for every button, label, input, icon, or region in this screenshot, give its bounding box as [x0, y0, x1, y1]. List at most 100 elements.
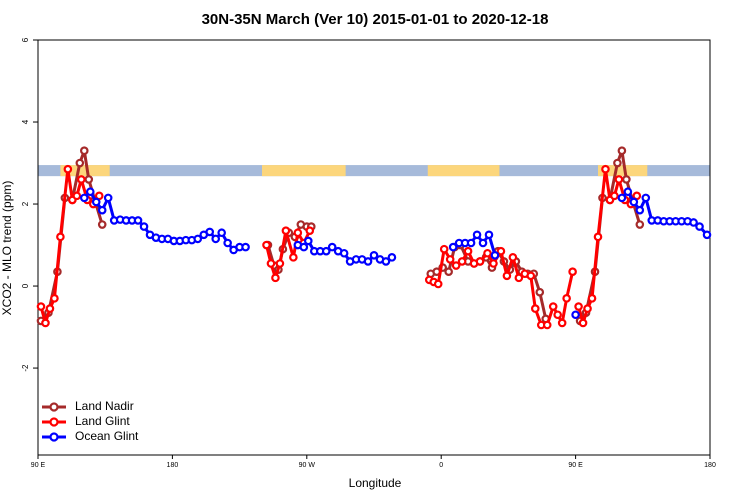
data-point: [45, 304, 55, 313]
data-point: [91, 197, 101, 207]
data-point: [508, 253, 518, 262]
data-point: [217, 228, 226, 238]
y-tick-label: 0: [21, 283, 30, 288]
data-point: [641, 193, 651, 203]
series-line: [39, 149, 642, 322]
data-point: [472, 230, 482, 240]
data-point: [496, 246, 506, 256]
data-point: [275, 259, 285, 268]
data-point: [514, 273, 524, 283]
data-point: [702, 230, 712, 240]
data-point: [613, 158, 622, 168]
data-point: [530, 304, 540, 313]
data-point: [79, 193, 89, 203]
data-point: [381, 257, 391, 266]
x-tick-label: 90 W: [299, 462, 316, 469]
data-point: [635, 205, 645, 215]
legend-marker: [49, 417, 59, 427]
data-point: [305, 226, 315, 235]
data-point: [205, 227, 215, 237]
legend-label: Land Nadir: [75, 399, 134, 413]
data-point: [571, 310, 580, 320]
data-point: [97, 220, 107, 229]
data-point: [41, 318, 50, 328]
data-point: [271, 273, 280, 283]
data-point: [617, 146, 627, 156]
data-point: [451, 261, 461, 270]
land-strip: [427, 165, 500, 177]
data-point: [193, 234, 203, 244]
data-point: [695, 222, 704, 231]
data-point: [629, 197, 639, 207]
data-point: [502, 271, 512, 281]
data-point: [617, 193, 627, 203]
legend-label: Ocean Glint: [75, 429, 139, 443]
data-point: [610, 191, 619, 201]
data-point: [85, 187, 95, 197]
data-point: [622, 175, 631, 184]
data-point: [387, 253, 397, 262]
data-point: [445, 255, 455, 264]
land-strip: [262, 165, 346, 177]
data-point: [574, 302, 583, 311]
data-point: [327, 242, 337, 252]
legend-marker: [49, 402, 59, 412]
y-tick-label: 4: [21, 119, 30, 124]
data-point: [369, 250, 379, 260]
data-point: [303, 236, 313, 246]
data-point: [578, 318, 588, 328]
data-point: [593, 232, 603, 242]
data-point: [623, 187, 633, 197]
data-point: [84, 175, 94, 184]
data-point: [133, 216, 143, 225]
data-point: [548, 302, 558, 311]
data-point: [36, 302, 46, 311]
data-point: [444, 267, 453, 276]
data-point: [299, 242, 309, 252]
land-strip: [598, 165, 648, 177]
x-tick-label: 0: [439, 462, 443, 469]
x-tick-label: 180: [167, 462, 179, 469]
x-tick-label: 90 E: [568, 462, 583, 469]
data-point: [484, 230, 494, 240]
y-tick-label: 6: [21, 37, 30, 42]
data-point: [457, 257, 467, 266]
data-point: [223, 238, 232, 248]
data-point: [72, 191, 82, 201]
x-tick-label: 180: [704, 462, 716, 469]
data-point: [490, 250, 500, 260]
data-point: [439, 244, 449, 254]
data-point: [339, 248, 349, 258]
data-point: [103, 193, 113, 203]
data-point: [211, 234, 221, 244]
y-axis-label: XCO2 - MLO trend (ppm): [0, 181, 14, 316]
data-point: [139, 222, 149, 231]
data-point: [489, 259, 498, 268]
data-point: [363, 257, 373, 266]
x-tick-label: 90 E: [31, 462, 46, 469]
legend-label: Land Glint: [75, 414, 130, 428]
chart-title: 30N-35N March (Ver 10) 2015-01-01 to 202…: [202, 11, 549, 28]
data-point: [75, 158, 85, 168]
data-point: [289, 253, 298, 262]
data-point: [689, 218, 698, 227]
data-point: [475, 257, 485, 266]
legend-marker: [49, 432, 59, 442]
data-point: [321, 246, 331, 256]
data-point: [478, 238, 488, 248]
data-point: [542, 320, 552, 330]
data-point: [635, 220, 645, 229]
data-point: [535, 287, 545, 297]
y-tick-label: -2: [21, 364, 30, 372]
data-point: [562, 294, 571, 303]
data-point: [553, 310, 562, 320]
data-point: [526, 271, 536, 281]
data-point: [557, 318, 567, 328]
data-point: [433, 279, 443, 289]
land-strip: [60, 165, 110, 177]
data-point: [241, 242, 250, 252]
data-point: [583, 304, 592, 313]
data-point: [281, 226, 291, 235]
data-point: [587, 294, 597, 303]
